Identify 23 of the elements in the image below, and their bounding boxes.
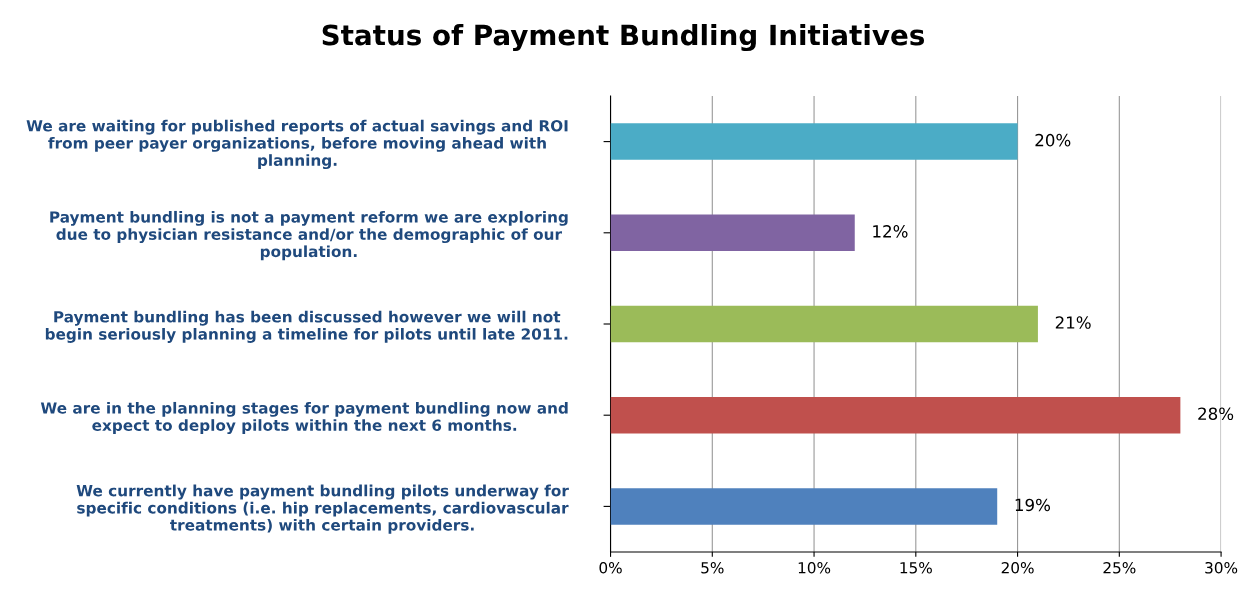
- bar: [610, 305, 1038, 343]
- y-tick-label: We are waiting for published reports of actual savings and ROI from peer payer organizations, before moving ahead with planning.: [26, 119, 568, 170]
- bar: [610, 396, 1181, 434]
- data-label: 12%: [873, 225, 908, 238]
- y-tick-label: Payment bundling is not a payment reform we are exploring due to physician resistance and/or the demographic of our population.: [50, 210, 568, 261]
- x-tick-label: 20%: [1001, 561, 1034, 574]
- bar: [610, 123, 1018, 160]
- y-tick-label: We are in the planning stages for payment bundling now and expect to deploy pilots within the next 6 months.: [40, 401, 568, 435]
- data-label: 20%: [1035, 133, 1071, 147]
- data-label: 28%: [1198, 407, 1234, 421]
- bar: [610, 488, 998, 525]
- data-label: 19%: [1015, 498, 1051, 512]
- data-label: 21%: [1055, 316, 1091, 329]
- x-tick-label: 25%: [1103, 561, 1136, 574]
- y-tick-label: Payment bundling has been discussed however we will not begin seriously planning a timeline for pilots until late 2011.: [45, 310, 568, 343]
- x-tick-label: 15%: [900, 561, 932, 574]
- x-tick-label: 10%: [798, 561, 831, 574]
- x-tick-label: 30%: [1205, 561, 1238, 574]
- bar: [610, 214, 855, 252]
- x-tick-label: 0%: [599, 561, 622, 574]
- x-tick-label: 5%: [701, 561, 724, 574]
- chart-title: Status of Payment Bundling Initiatives: [322, 24, 925, 52]
- y-tick-label: We currently have payment bundling pilots underway for specific conditions (i.e. hip replacements, cardiovascular treatments) with certain providers.: [76, 484, 569, 534]
